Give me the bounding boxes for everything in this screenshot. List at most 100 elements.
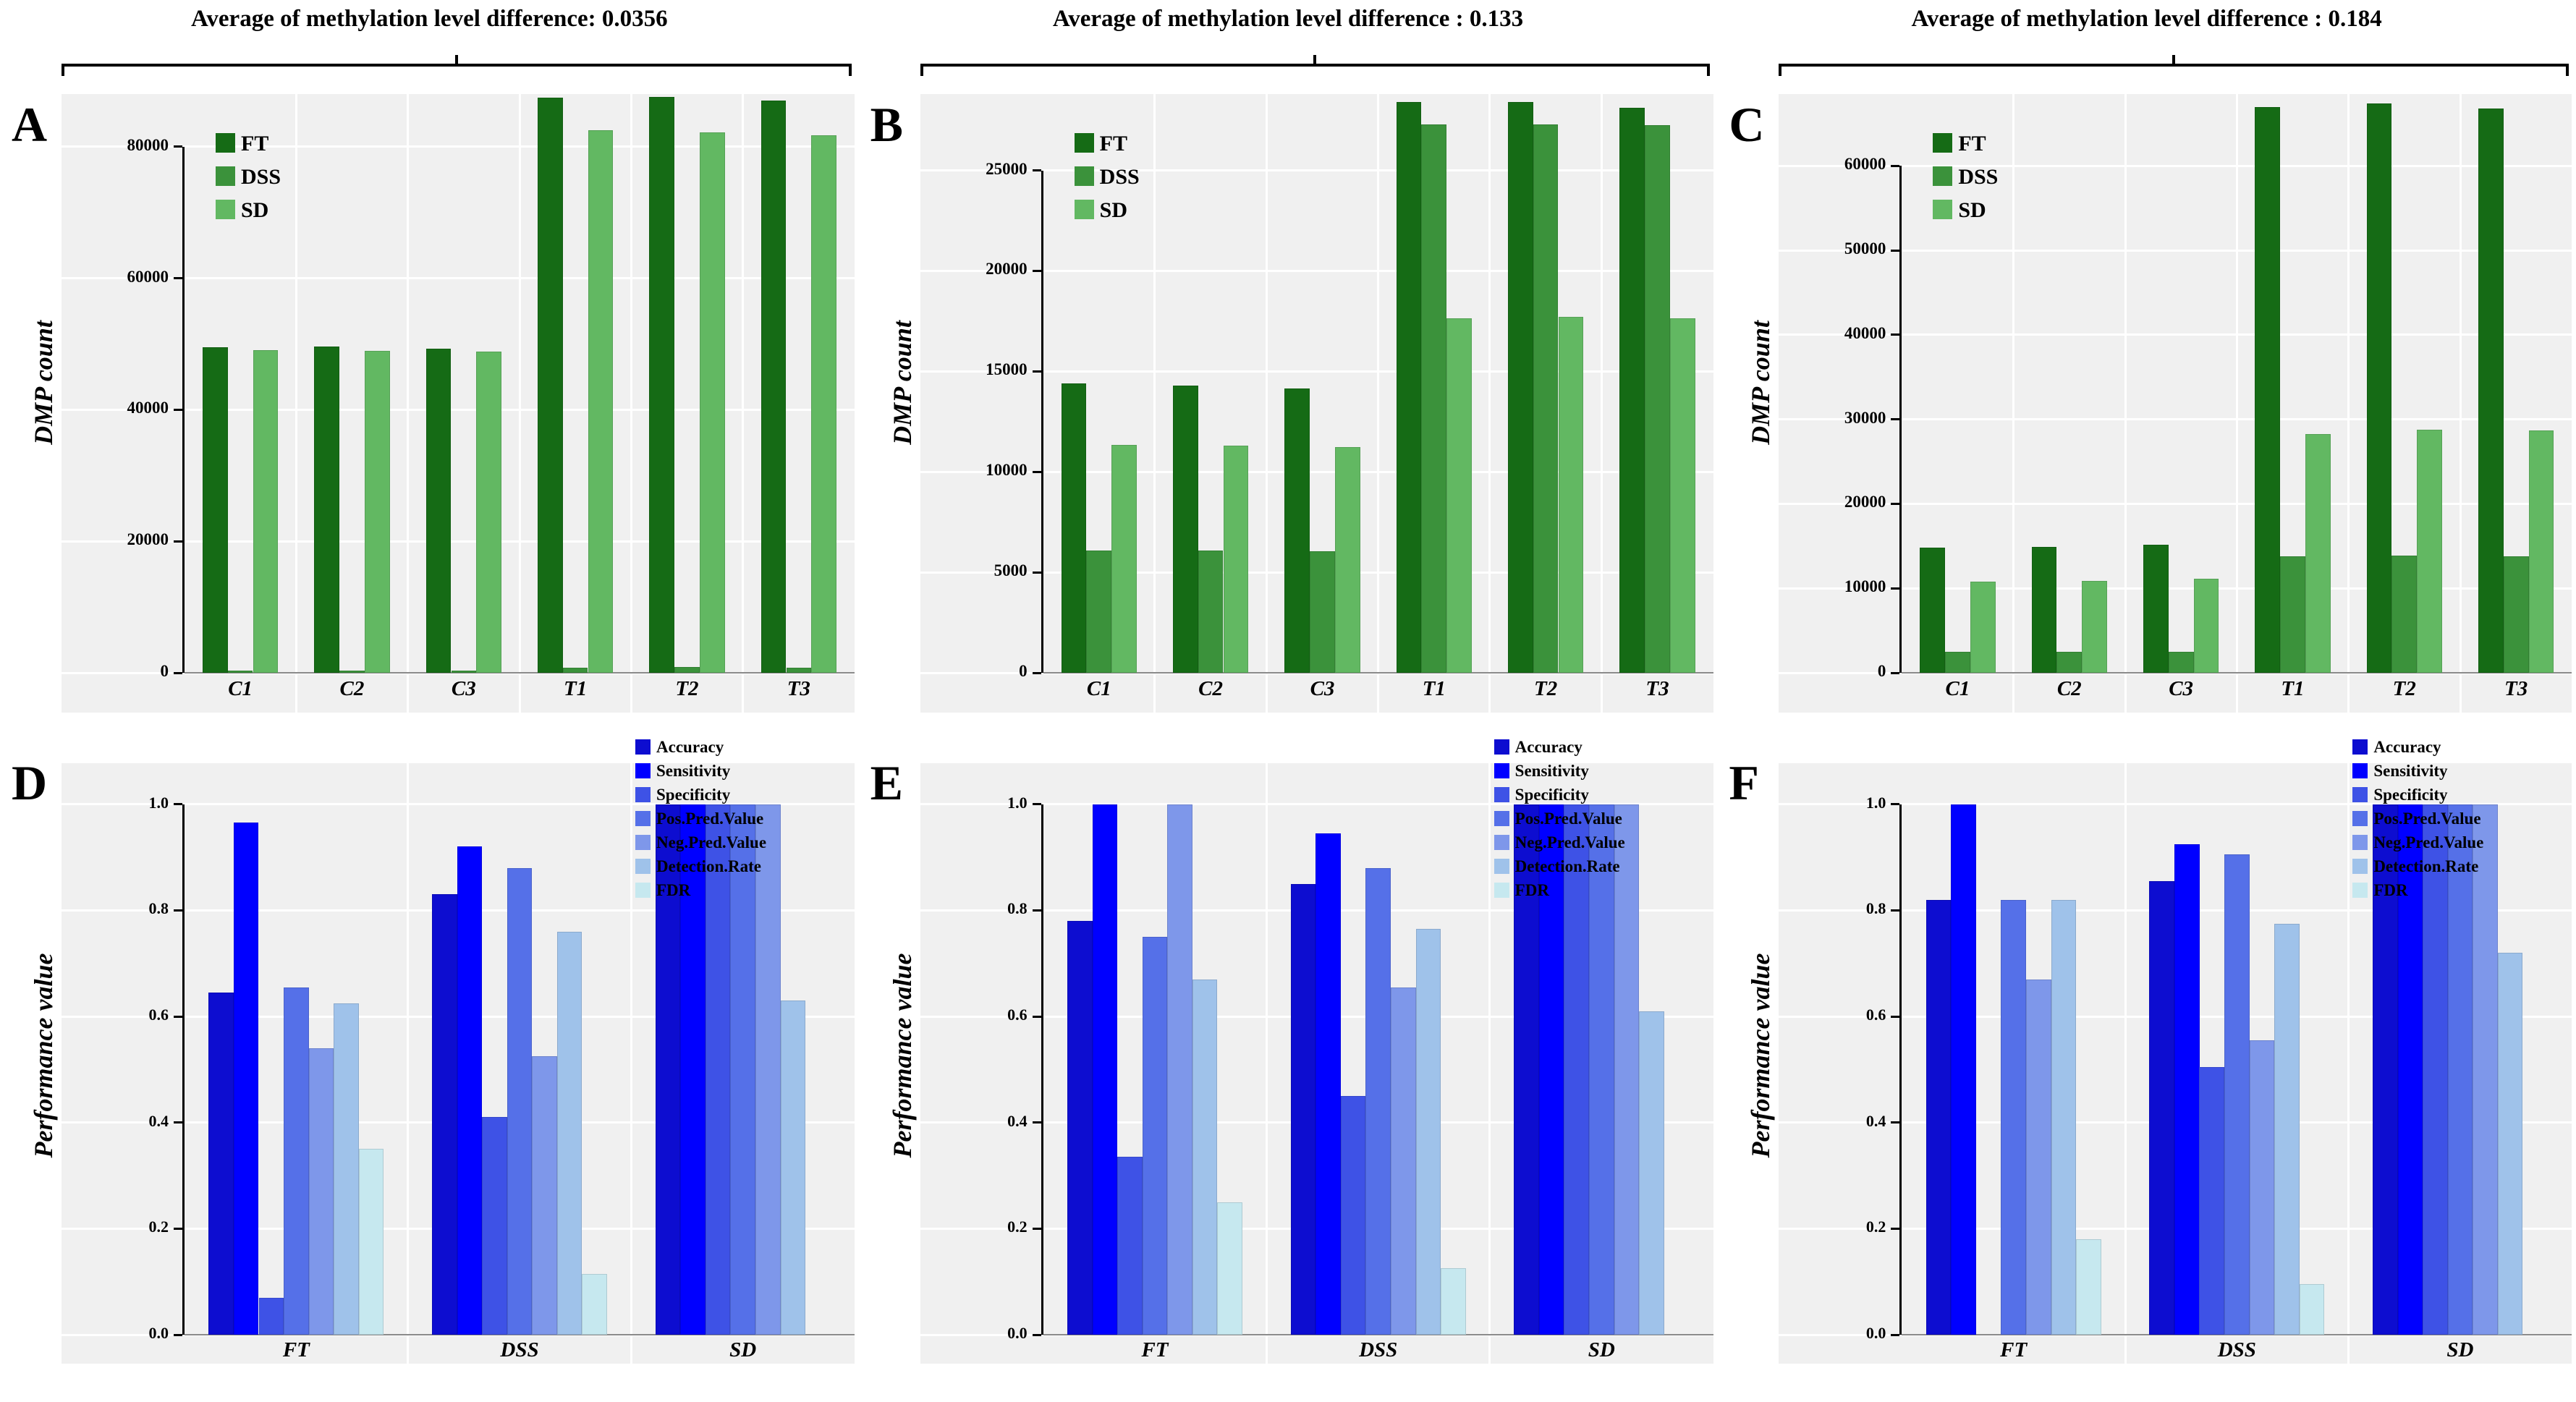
y-tick	[174, 671, 182, 674]
legend-label: Specificity	[656, 786, 731, 804]
x-tick-label: SD	[2446, 1338, 2474, 1361]
legend-swatch-icon	[1074, 200, 1094, 219]
gridline-horizontal	[1779, 164, 2572, 167]
x-tick-label: T3	[787, 677, 810, 700]
bar-SD-T1	[588, 130, 614, 673]
x-tick-label: SD	[1588, 1338, 1615, 1361]
x-tick-label: C1	[228, 677, 253, 700]
gridline-vertical	[2235, 94, 2238, 713]
bar-SD-T3	[811, 135, 836, 673]
bar-FT-T3	[1619, 108, 1645, 673]
y-tick	[174, 1333, 182, 1336]
legend-label: Sensitivity	[656, 762, 731, 780]
chart-area-performance-D: 0.0 0.2 0.4 0.6 0.8 1.0 FT DSS SD Performance val…	[0, 723, 859, 1402]
y-tick-label: 0.6	[1865, 1006, 1886, 1024]
legend-swatch-icon	[635, 859, 651, 874]
legend-label: Accuracy	[1514, 738, 1583, 756]
bar-Accuracy-FT	[208, 993, 234, 1335]
bar-Pos.Pred.Value-DSS	[507, 867, 533, 1335]
gridline-vertical	[630, 94, 632, 713]
bar-Neg.Pred.Value-FT	[1167, 804, 1192, 1335]
gridline-horizontal	[1779, 418, 2572, 421]
y-axis-label: DMP count	[1746, 320, 1776, 445]
legend-label: Detection.Rate	[1514, 857, 1620, 875]
bar-SD-C2	[364, 350, 390, 673]
gridline-vertical	[2012, 94, 2015, 713]
gridline-horizontal	[920, 470, 1713, 473]
gridline-vertical	[407, 763, 410, 1364]
bar-Pos.Pred.Value-FT	[284, 987, 309, 1335]
bar-DSS-T1	[2280, 556, 2305, 673]
legend-label: SD	[241, 198, 269, 222]
bracket-center-tick	[1313, 55, 1317, 67]
bar-Neg.Pred.Value-DSS	[532, 1056, 557, 1335]
y-axis-label: DMP count	[887, 320, 917, 445]
bar-Sensitivity-DSS	[1315, 833, 1341, 1335]
y-axis-label: Performance value	[887, 953, 917, 1158]
y-tick	[1032, 269, 1041, 272]
y-tick	[1032, 1121, 1041, 1124]
title-bracket	[62, 55, 852, 76]
y-tick	[1891, 803, 1900, 806]
x-tick-label: T2	[675, 677, 699, 700]
legend-label: Sensitivity	[1514, 762, 1589, 780]
bar-FT-T3	[760, 101, 787, 673]
y-tick-label: 15000	[986, 360, 1028, 379]
legend-swatch-icon	[216, 200, 235, 219]
panel-D: D 0.0 0.2 0.4 0.6 0.8 1.0 FT DSS SD Performance v…	[0, 723, 859, 1402]
y-tick-label: 0.4	[1007, 1111, 1028, 1130]
y-tick	[1032, 1227, 1041, 1230]
bar-DSS-C2	[2056, 651, 2083, 673]
panel-title: Average of methylation level difference …	[1052, 6, 1524, 32]
bar-Detection.Rate-SD	[1639, 1011, 1664, 1335]
legend-label: FDR	[2373, 881, 2408, 899]
y-tick-label: 60000	[1844, 155, 1886, 174]
x-tick-label: T3	[1645, 677, 1669, 700]
bar-FT-C2	[314, 347, 340, 673]
y-tick-label: 40000	[127, 399, 169, 417]
gridline-vertical	[518, 94, 521, 713]
y-tick-label: 0.0	[148, 1324, 169, 1342]
bar-FT-C3	[2143, 544, 2169, 673]
bar-Pos.Pred.Value-FT	[1142, 937, 1168, 1335]
bar-FT-T1	[1396, 102, 1422, 673]
bar-Neg.Pred.Value-FT	[308, 1048, 334, 1335]
bar-DSS-T2	[674, 666, 700, 673]
y-tick-label: 1.0	[1007, 793, 1028, 812]
y-tick-label: 20000	[127, 530, 169, 549]
y-axis-line	[1041, 170, 1043, 673]
gridline-horizontal	[920, 169, 1713, 172]
panel-letter: D	[12, 755, 48, 810]
panel-letter: A	[12, 97, 48, 152]
bar-DSS-T1	[562, 667, 588, 673]
y-tick-label: 10000	[1844, 577, 1886, 596]
bar-DSS-C2	[1198, 550, 1224, 673]
bar-Specificity-DSS	[482, 1117, 507, 1335]
bar-Neg.Pred.Value-SD	[1614, 804, 1640, 1335]
y-tick	[1891, 1015, 1900, 1018]
x-tick-label: DSS	[2217, 1338, 2256, 1361]
gridline-vertical	[1377, 94, 1380, 713]
top-row: Average of methylation level difference:…	[12, 0, 2576, 723]
chart-area-dmp-count-C: 0 10000 20000 30000 40000 50000 60000 C1 C2 C3 T1 T…	[1717, 0, 2576, 723]
gridline-horizontal	[62, 145, 855, 148]
legend-swatch-icon	[635, 835, 651, 850]
x-tick-label: DSS	[500, 1338, 539, 1361]
y-tick	[1032, 671, 1041, 674]
bar-Pos.Pred.Value-DSS	[1365, 867, 1391, 1335]
x-tick-label: T1	[2281, 677, 2305, 700]
legend-swatch-icon	[1494, 763, 1509, 778]
bar-Accuracy-DSS	[2149, 881, 2174, 1335]
bar-SD-T1	[2305, 433, 2331, 673]
bar-Neg.Pred.Value-SD	[2473, 804, 2498, 1335]
x-axis-line	[1043, 672, 1713, 674]
x-axis-line	[1043, 1334, 1713, 1335]
bar-FDR-DSS	[2299, 1284, 2325, 1335]
panel-letter: F	[1729, 755, 1759, 810]
bar-SD-C1	[1111, 444, 1137, 673]
y-axis-line	[1899, 804, 1902, 1335]
x-axis-line	[185, 672, 855, 674]
gridline-vertical	[2124, 94, 2127, 713]
bar-Sensitivity-FT	[233, 823, 259, 1335]
bar-SD-C3	[476, 351, 501, 673]
